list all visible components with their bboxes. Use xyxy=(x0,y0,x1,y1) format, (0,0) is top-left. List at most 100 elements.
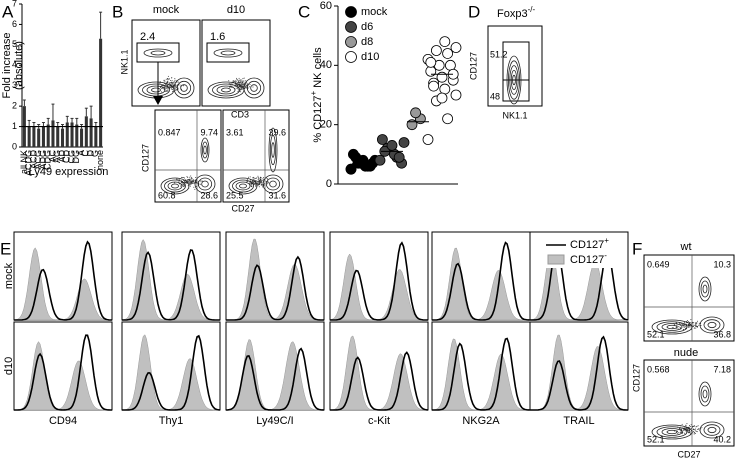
event-dot xyxy=(187,185,189,187)
event-dot xyxy=(682,324,684,326)
event-dot xyxy=(235,81,237,83)
event-dot xyxy=(258,179,260,181)
event-dot xyxy=(231,85,233,87)
panel-label: B xyxy=(112,2,123,21)
contour xyxy=(651,319,693,335)
event-dot xyxy=(242,80,244,82)
event-dot xyxy=(171,87,173,89)
quadrant-value: 0.847 xyxy=(158,127,181,137)
event-dot xyxy=(173,80,175,82)
contour xyxy=(268,127,278,173)
contour xyxy=(262,174,284,194)
data-point xyxy=(436,71,448,83)
event-dot xyxy=(250,184,252,186)
event-dot xyxy=(264,180,266,182)
event-dot xyxy=(193,186,195,188)
event-dot xyxy=(693,433,695,435)
y-axis-label-part: % CD127 xyxy=(312,96,324,143)
event-dot xyxy=(192,182,194,184)
event-dot xyxy=(696,431,698,433)
legend-label-part: CD127 xyxy=(570,254,604,266)
event-dot xyxy=(686,323,688,325)
event-dot xyxy=(692,324,694,326)
gate-value: 51.2 xyxy=(490,49,508,59)
event-dot xyxy=(233,81,235,83)
event-dot xyxy=(676,322,678,324)
event-dot xyxy=(696,326,698,328)
x-tick-label: ACDG xyxy=(24,150,34,176)
event-dot xyxy=(259,182,261,184)
event-dot xyxy=(692,322,694,324)
data-point xyxy=(428,80,440,92)
x-tick-label: ACG xyxy=(33,150,43,170)
event-dot xyxy=(701,427,703,429)
bar xyxy=(99,38,103,147)
data-point xyxy=(393,151,405,163)
event-dot xyxy=(679,326,681,328)
event-dot xyxy=(176,178,178,180)
histogram-positive xyxy=(226,255,324,321)
x-tick-label: C xyxy=(81,150,91,157)
event-dot xyxy=(252,180,254,182)
contour xyxy=(512,74,516,86)
event-dot xyxy=(682,431,684,433)
event-dot xyxy=(255,186,257,188)
contour xyxy=(201,141,209,159)
event-dot xyxy=(250,183,252,185)
panel-label: F xyxy=(632,239,642,258)
bar xyxy=(56,126,60,147)
event-dot xyxy=(690,426,692,428)
quadrant-value: 10.3 xyxy=(713,259,731,269)
event-dot xyxy=(230,87,232,89)
panel-label: D xyxy=(468,2,480,21)
event-dot xyxy=(246,178,248,180)
event-dot xyxy=(260,182,262,184)
x-tick-label: DG xyxy=(71,150,81,164)
x-tick-label: CD xyxy=(62,150,72,163)
event-dot xyxy=(166,80,168,82)
event-dot xyxy=(258,184,260,186)
event-dot xyxy=(241,83,243,85)
event-dot xyxy=(246,85,248,87)
event-dot xyxy=(260,176,262,178)
event-dot xyxy=(690,322,692,324)
contour xyxy=(173,77,195,99)
x-tick-label: all NK xyxy=(19,150,29,174)
contour xyxy=(707,321,717,329)
marker-label: Thy1 xyxy=(159,415,183,427)
contour xyxy=(150,50,166,56)
histogram-negative xyxy=(329,335,428,411)
event-dot xyxy=(171,80,173,82)
event-dot xyxy=(186,176,188,178)
contour xyxy=(700,385,710,403)
event-dot xyxy=(690,428,692,430)
event-dot xyxy=(244,85,246,87)
data-point xyxy=(425,65,437,77)
event-dot xyxy=(686,320,688,322)
event-dot xyxy=(695,327,697,329)
event-dot xyxy=(174,79,176,81)
event-dot xyxy=(164,87,166,89)
event-dot xyxy=(688,430,690,432)
contour xyxy=(200,137,210,163)
event-dot xyxy=(183,177,185,179)
quadrant-value: 0.649 xyxy=(647,259,670,269)
event-dot xyxy=(160,91,162,93)
histogram-positive xyxy=(432,241,531,321)
y-tick-label: 4 xyxy=(12,60,17,70)
y-axis-label: % CD127+ NK cells xyxy=(309,47,324,143)
data-point xyxy=(386,140,398,151)
data-point xyxy=(430,45,442,56)
event-dot xyxy=(191,181,193,183)
histogram-negative xyxy=(14,341,112,411)
quadrant-value: 52.1 xyxy=(647,434,665,444)
event-dot xyxy=(688,326,690,328)
event-dot xyxy=(253,182,255,184)
y-axis-label: NK1.1 xyxy=(119,49,129,74)
event-dot xyxy=(698,322,700,324)
event-dot xyxy=(261,180,263,182)
event-dot xyxy=(698,428,700,430)
event-dot xyxy=(240,91,242,93)
event-dot xyxy=(683,326,685,328)
legend-swatch xyxy=(345,6,357,18)
